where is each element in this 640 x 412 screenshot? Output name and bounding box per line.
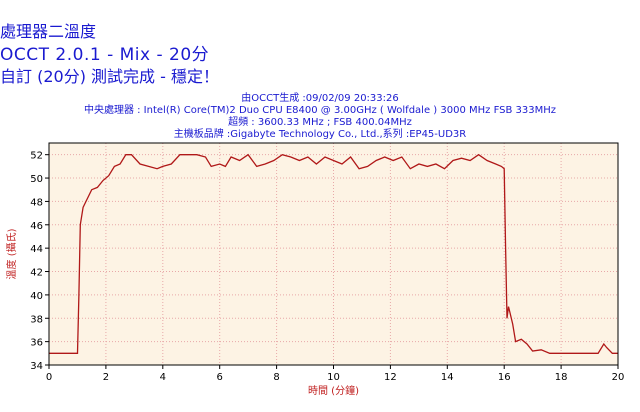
plot-border	[48, 142, 619, 366]
chart-subtitle: OCCT 2.0.1 - Mix - 20分	[0, 45, 210, 65]
x-axis-title: 時間 (分鐘)	[308, 384, 359, 397]
cpu-info: 中央處理器 : Intel(R) Core(TM)2 Duo CPU E8400…	[83, 105, 557, 116]
y-tick-label: 36	[30, 338, 43, 349]
series-line	[49, 153, 618, 354]
test-status: 自訂 (20分) 測試完成 - 穩定！	[0, 67, 219, 86]
x-tick-label: 2	[103, 372, 109, 383]
y-tick-label: 38	[30, 314, 43, 325]
x-tick-label: 20	[612, 372, 625, 383]
x-tick-label: 18	[555, 372, 568, 383]
y-tick-label: 42	[30, 268, 43, 279]
y-tick-label: 44	[30, 244, 43, 255]
overclock-info: 超頻 : 3600.33 MHz ; FSB 400.04MHz	[228, 117, 412, 128]
y-tick-label: 48	[30, 197, 43, 208]
x-tick-label: 14	[441, 372, 454, 383]
x-tick-label: 4	[160, 372, 166, 383]
y-tick-label: 46	[30, 221, 43, 232]
x-tick-label: 10	[327, 372, 340, 383]
x-tick-label: 6	[217, 372, 223, 383]
x-tick-label: 12	[384, 372, 397, 383]
y-tick-label: 50	[30, 174, 43, 185]
y-tick-label: 52	[30, 151, 43, 162]
y-tick-label: 40	[30, 291, 43, 302]
x-tick-label: 0	[46, 372, 52, 383]
chart-title: 處理器二溫度	[0, 22, 97, 41]
x-tick-label: 16	[498, 372, 511, 383]
motherboard-info: 主機板品牌 :Gigabyte Technology Co., Ltd.,系列 …	[173, 129, 467, 140]
y-axis-title: 溫度 (攝氏)	[5, 228, 18, 279]
y-tick-label: 34	[30, 361, 43, 372]
x-tick-label: 8	[273, 372, 279, 383]
generated-info: 由OCCT生成 :09/02/09 20:33:26	[241, 93, 399, 104]
